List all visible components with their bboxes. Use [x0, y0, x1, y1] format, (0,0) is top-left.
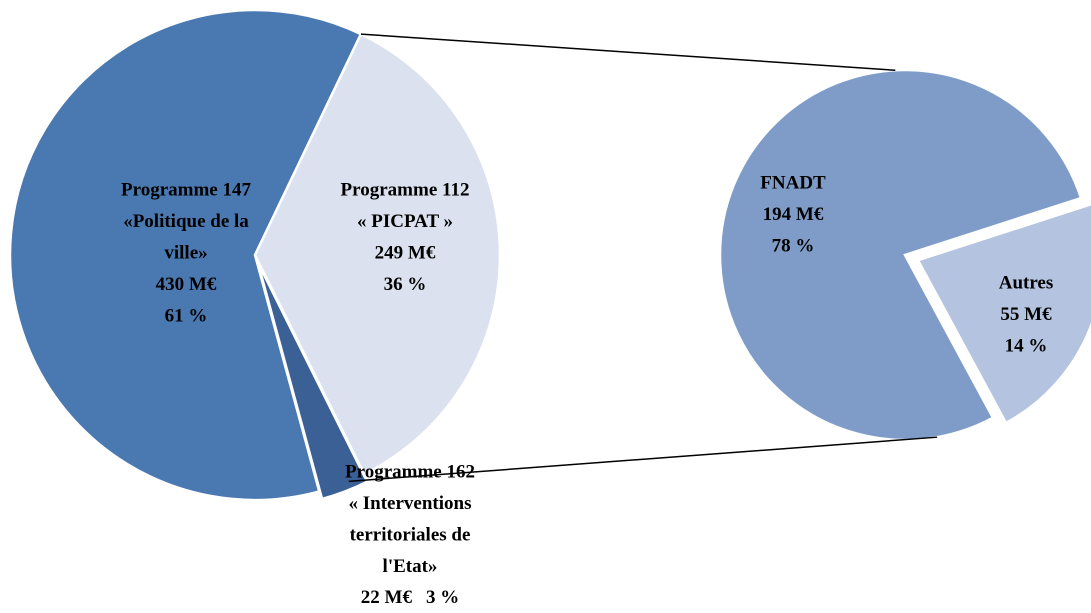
slice-value-label: 22 M€ 3 %	[361, 587, 459, 608]
slice-percent: 14 %	[1005, 335, 1048, 356]
slice-label: « Interventions	[349, 493, 472, 514]
slice-percent: 61 %	[165, 305, 208, 326]
slice-label: FNADT	[760, 172, 826, 193]
pie-slice	[718, 68, 1083, 442]
slice-label: territoriales de	[350, 524, 471, 545]
slice-value: 249 M€	[375, 242, 436, 263]
slice-label: «Politique de la	[123, 211, 249, 232]
connector-line	[360, 33, 896, 72]
slice-percent: 78 %	[772, 235, 815, 256]
pie-slice	[8, 8, 363, 502]
pie-slice	[253, 32, 502, 476]
slice-label: Programme 112	[341, 179, 470, 200]
slice-label: Autres	[999, 272, 1054, 293]
slice-value: 430 M€	[156, 274, 217, 295]
connector-line	[348, 436, 938, 483]
slice-label: Programme 162	[345, 461, 475, 482]
slice-value: 55 M€	[1000, 304, 1052, 325]
slice-label: « PICPAT »	[357, 211, 453, 232]
slice-percent: 3 %	[426, 587, 459, 608]
slice-label: l'Etat»	[383, 556, 438, 577]
slice-value: 22 M€	[361, 587, 413, 608]
slice-percent: 36 %	[384, 274, 427, 295]
pie-slice	[256, 261, 369, 501]
slice-value: 194 M€	[763, 204, 824, 225]
pie-slice	[916, 202, 1091, 425]
slice-label: ville»	[164, 242, 207, 263]
slice-label: Programme 147	[121, 179, 251, 200]
